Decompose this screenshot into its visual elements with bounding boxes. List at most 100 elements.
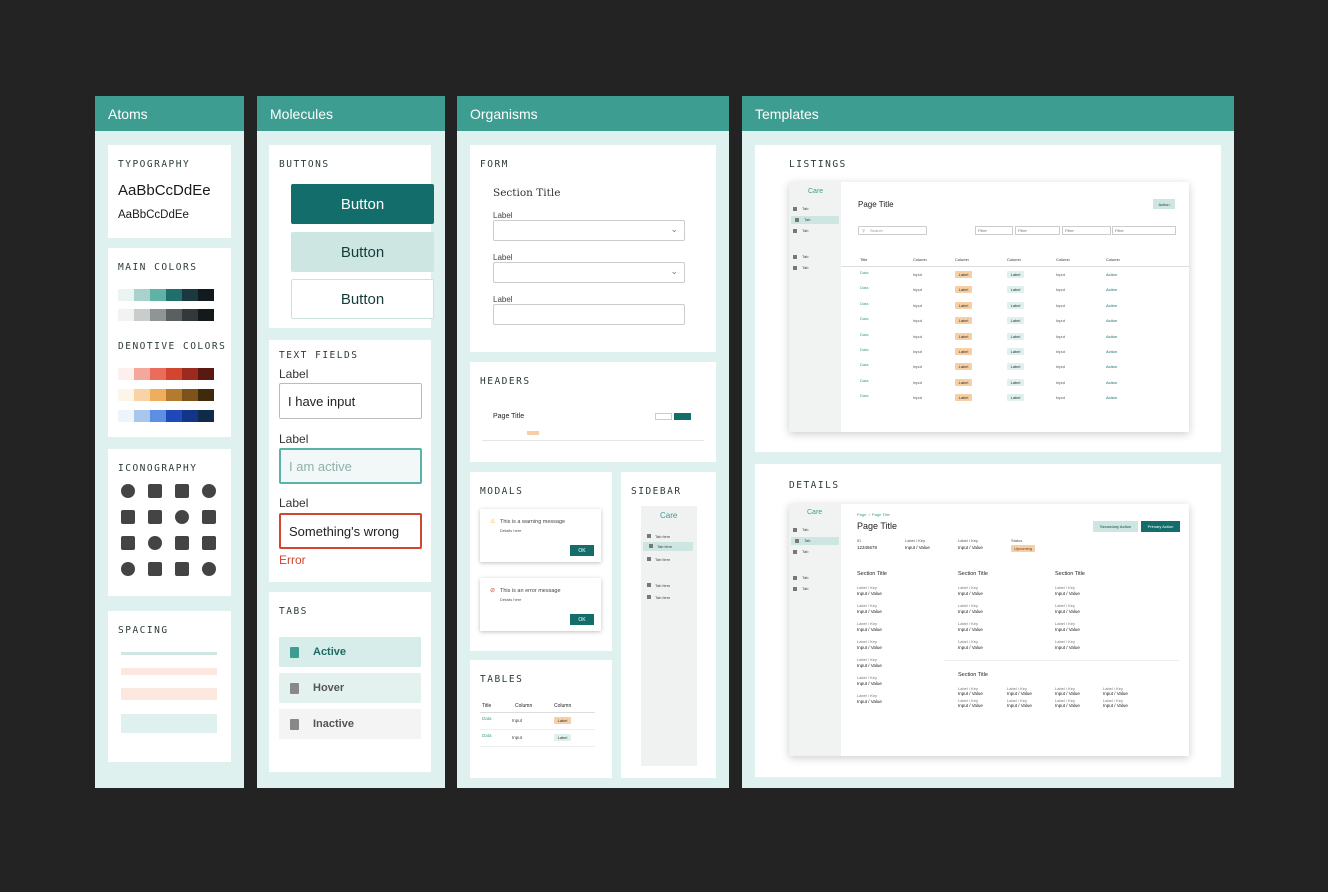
form-select-2[interactable]: ⌄ bbox=[493, 262, 685, 283]
filter-label: Filter bbox=[1065, 228, 1074, 233]
color-swatch bbox=[150, 368, 166, 380]
kv-value: Input / Value bbox=[1103, 703, 1128, 708]
table-cell-action[interactable]: Action bbox=[1106, 272, 1118, 277]
table-cell-action[interactable]: Action bbox=[1106, 318, 1118, 324]
tab-icon bbox=[647, 534, 651, 538]
tertiary-button[interactable]: Button bbox=[291, 279, 434, 319]
table-cell-action[interactable]: Action bbox=[1106, 379, 1118, 385]
kv-value: Input / Value bbox=[1055, 703, 1080, 708]
kv-value: Input / Value bbox=[1103, 691, 1128, 696]
filter-select[interactable]: Filter bbox=[1112, 226, 1176, 235]
details-status-badge: Upcoming bbox=[1011, 545, 1035, 552]
table-cell-input: Input bbox=[1056, 302, 1065, 308]
nav-item[interactable]: Tab bbox=[789, 253, 841, 261]
form-label-1: Label bbox=[493, 211, 513, 220]
money-icon bbox=[202, 562, 216, 576]
nav-item-label: Tab bbox=[802, 586, 809, 591]
sidebar-item[interactable]: Tab item bbox=[641, 532, 697, 541]
tab-icon bbox=[647, 557, 651, 561]
active-field[interactable]: I am active bbox=[279, 448, 422, 484]
spacing-xs bbox=[121, 652, 217, 655]
nav-item[interactable]: Tab bbox=[789, 264, 841, 272]
nav-item-label: Tab bbox=[802, 527, 809, 532]
tab-active[interactable]: Active bbox=[279, 637, 421, 667]
table-cell-data: Data bbox=[860, 316, 869, 322]
table-header: Column bbox=[515, 703, 533, 709]
error-message: Error bbox=[279, 553, 306, 567]
secondary-button[interactable]: Button bbox=[291, 232, 434, 272]
filter-select[interactable]: Filter bbox=[1062, 226, 1111, 235]
nav-item[interactable]: Tab bbox=[789, 585, 841, 593]
nav-item[interactable]: Tab bbox=[789, 227, 841, 235]
color-swatch bbox=[150, 389, 166, 401]
kv-label: Label / Key bbox=[857, 657, 878, 662]
table-cell-action[interactable]: Action bbox=[1106, 349, 1118, 354]
table-cell-input: Input bbox=[1056, 318, 1065, 324]
sidebar-item[interactable]: Tab item bbox=[641, 593, 697, 602]
kv-label: Label / Key bbox=[958, 686, 979, 691]
table-cell-label: Label bbox=[1007, 378, 1024, 386]
table-header: Column bbox=[1056, 257, 1070, 262]
listings-page-title: Page Title bbox=[858, 200, 894, 209]
details-primary-button[interactable]: Primary Action bbox=[1141, 521, 1180, 532]
color-swatch bbox=[166, 368, 182, 380]
input-field[interactable]: I have input bbox=[279, 383, 422, 419]
kv-label: Label / Key bbox=[1103, 686, 1124, 691]
color-swatch bbox=[182, 389, 198, 401]
table-cell-action[interactable]: Action bbox=[1106, 302, 1118, 308]
denotive-colors-title: DENOTIVE COLORS bbox=[118, 341, 227, 352]
table-header: Column bbox=[955, 257, 969, 262]
details-secondary-button[interactable]: Secondary Action bbox=[1093, 521, 1138, 532]
header-primary-button[interactable] bbox=[674, 413, 691, 420]
nav-item[interactable]: Tab bbox=[789, 548, 841, 556]
table-cell-input: Input bbox=[913, 379, 922, 385]
nav-item[interactable]: Tab bbox=[789, 526, 841, 534]
nav-item[interactable]: Tab bbox=[789, 574, 841, 582]
table-cell-action[interactable]: Action bbox=[1106, 287, 1118, 293]
sidebar-item-label: Tab item bbox=[655, 583, 671, 588]
table-header: Column bbox=[554, 703, 572, 709]
tab-hover[interactable]: Hover bbox=[279, 673, 421, 703]
nav-item-label: Tab bbox=[802, 206, 809, 211]
filter-label: Filter bbox=[1115, 228, 1124, 233]
form-card: FORM Section Title Label ⌄ Label ⌄ Label bbox=[470, 145, 716, 352]
filter-select[interactable]: Filter bbox=[1015, 226, 1060, 235]
tab-inactive[interactable]: Inactive bbox=[279, 709, 421, 739]
header-secondary-button[interactable] bbox=[655, 413, 672, 420]
breadcrumb-page[interactable]: Page bbox=[857, 512, 867, 517]
kv-label: Label / Key bbox=[1055, 603, 1076, 608]
filter-select[interactable]: Filter bbox=[975, 226, 1013, 235]
nav-item-label: Tab bbox=[802, 265, 809, 270]
nav-item-label: Tab bbox=[802, 575, 809, 580]
nav-item-label: Tab bbox=[802, 254, 809, 259]
nav-item[interactable]: Tab bbox=[791, 216, 839, 224]
warning-ok-button[interactable]: OK bbox=[570, 545, 594, 556]
primary-button[interactable]: Button bbox=[291, 184, 434, 224]
nav-item-label: Tab bbox=[804, 538, 811, 543]
form-select-1[interactable]: ⌄ bbox=[493, 220, 685, 241]
error-field[interactable]: Something's wrong bbox=[279, 513, 422, 549]
sidebar-item-label: Tab item bbox=[657, 544, 673, 549]
listings-search[interactable]: ⚲ Search bbox=[858, 226, 927, 235]
tab-hover-label: Hover bbox=[313, 682, 345, 694]
ambulance-icon bbox=[148, 484, 162, 498]
kv-value: Input / Value bbox=[857, 627, 882, 632]
sidebar-item[interactable]: Tab item bbox=[641, 581, 697, 590]
table-cell-action[interactable]: Action bbox=[1106, 333, 1118, 339]
kv-label: Label / Key bbox=[1103, 698, 1124, 703]
nav-item[interactable]: Tab bbox=[791, 537, 839, 545]
sidebar-item[interactable]: Tab item bbox=[641, 555, 697, 564]
listings-action-button[interactable]: Action bbox=[1153, 199, 1175, 209]
document-icon bbox=[290, 718, 299, 730]
kv-label: Label / Key bbox=[1007, 686, 1028, 691]
form-input-3[interactable] bbox=[493, 304, 685, 325]
table-cell-action[interactable]: Action bbox=[1106, 395, 1118, 401]
sidebar-logo: Care bbox=[660, 511, 678, 520]
sidebar-item[interactable]: Tab item bbox=[643, 542, 693, 551]
calendar-icon bbox=[121, 536, 135, 550]
atoms-header: Atoms bbox=[95, 96, 244, 131]
error-ok-button[interactable]: OK bbox=[570, 614, 594, 625]
nav-item[interactable]: Tab bbox=[789, 205, 841, 213]
table-cell-action[interactable]: Action bbox=[1106, 364, 1118, 370]
details-sidebar: Care Tab Tab Tab Tab Tab bbox=[789, 504, 841, 756]
